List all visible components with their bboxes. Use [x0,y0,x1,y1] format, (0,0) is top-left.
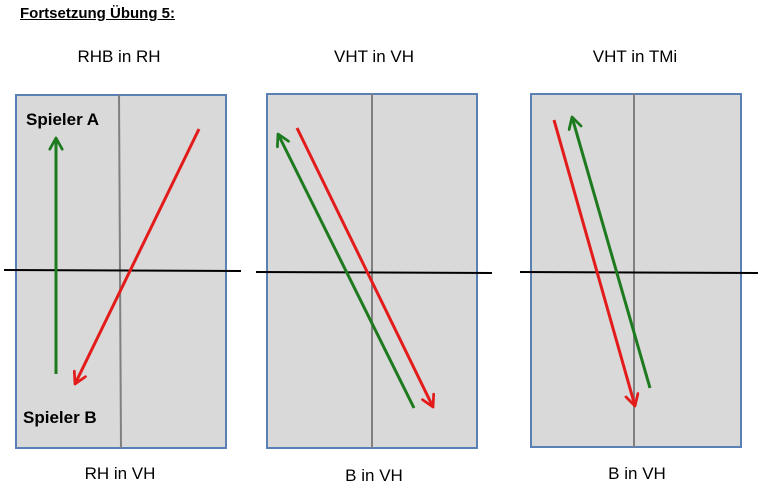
arrow-red-2 [295,127,433,407]
panel-1-bottom-label: RH in VH [84,464,156,483]
arrow-green-2 [278,134,416,409]
court-3 [530,93,742,448]
arrow-red-1 [75,128,201,384]
court-panel-2 [255,93,493,449]
panel-3-top-label: VHT in TMi [592,47,678,66]
net-line-3 [519,271,759,274]
panel-2-bottom-label: B in VH [345,466,403,485]
page-heading: Fortsetzung Übung 5: [20,5,175,22]
court-panel-3 [519,93,759,448]
net-line-1 [3,269,242,272]
panel-3-bottom-label: B in VH [608,464,666,483]
court-panel-1 [3,94,242,449]
arrow-green-3 [572,117,652,389]
arrow-red-3 [552,119,635,406]
player-b-label: Spieler B [23,408,97,427]
panel-2-top-label: VHT in VH [334,47,414,66]
center-line-1 [118,94,122,449]
net-line-2 [255,271,493,274]
panel-1-top-label: RHB in RH [77,47,161,66]
player-a-label: Spieler A [26,110,100,129]
